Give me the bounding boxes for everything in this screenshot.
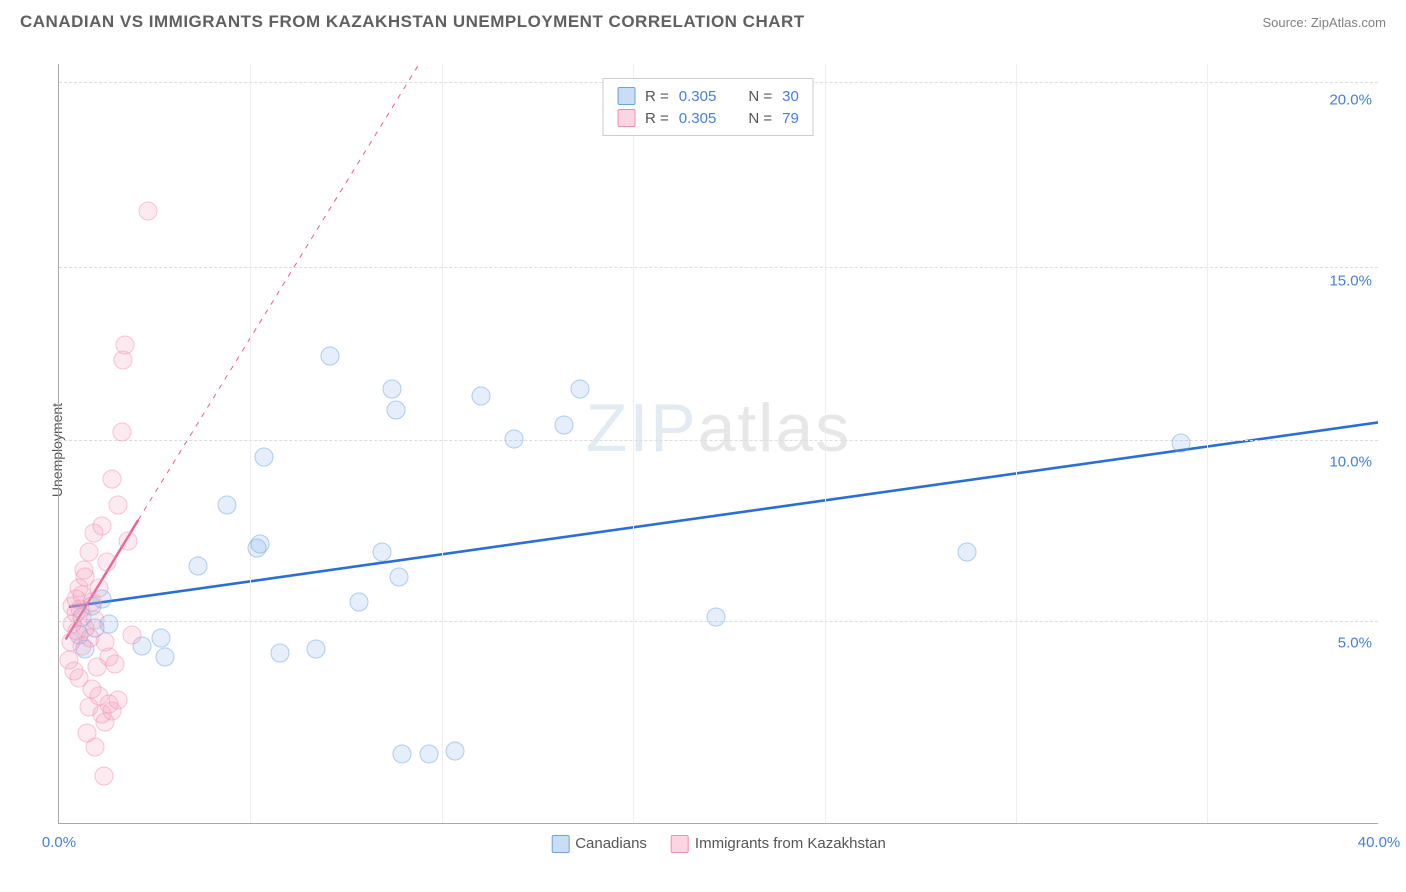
y-tick-label: 20.0%	[1329, 92, 1372, 109]
data-point	[97, 553, 116, 572]
legend-stats: R = 0.305 N = 30 R = 0.305 N = 79	[602, 78, 814, 136]
data-point	[109, 495, 128, 514]
legend-item: Canadians	[551, 835, 647, 853]
plot-region: ZIPatlas R = 0.305 N = 30 R = 0.305 N = …	[58, 64, 1378, 824]
x-tick-label: 0.0%	[42, 834, 76, 851]
data-point	[94, 766, 113, 785]
chart-source: Source: ZipAtlas.com	[1262, 15, 1386, 30]
data-point	[706, 607, 725, 626]
watermark: ZIPatlas	[586, 389, 851, 467]
data-point	[393, 745, 412, 764]
gridline-v	[442, 64, 443, 823]
gridline-h	[59, 267, 1378, 268]
data-point	[116, 336, 135, 355]
data-point	[320, 347, 339, 366]
data-point	[350, 593, 369, 612]
data-point	[505, 430, 524, 449]
data-point	[102, 470, 121, 489]
data-point	[446, 741, 465, 760]
data-point	[109, 690, 128, 709]
data-point	[271, 643, 290, 662]
legend-item: Immigrants from Kazakhstan	[671, 835, 886, 853]
data-point	[79, 542, 98, 561]
data-point	[386, 401, 405, 420]
y-tick-label: 10.0%	[1329, 454, 1372, 471]
y-tick-label: 15.0%	[1329, 273, 1372, 290]
chart-header: CANADIAN VS IMMIGRANTS FROM KAZAKHSTAN U…	[0, 0, 1406, 40]
chart-area: Unemployment ZIPatlas R = 0.305 N = 30 R…	[50, 50, 1386, 850]
legend-stats-row: R = 0.305 N = 79	[617, 107, 799, 129]
data-point	[419, 745, 438, 764]
data-point	[1172, 434, 1191, 453]
y-tick-label: 5.0%	[1338, 635, 1372, 652]
gridline-v	[633, 64, 634, 823]
data-point	[92, 517, 111, 536]
data-point	[383, 379, 402, 398]
x-tick-label: 40.0%	[1358, 834, 1401, 851]
data-point	[122, 625, 141, 644]
data-point	[119, 531, 138, 550]
data-point	[152, 629, 171, 648]
data-point	[251, 535, 270, 554]
data-point	[139, 202, 158, 221]
chart-title: CANADIAN VS IMMIGRANTS FROM KAZAKHSTAN U…	[20, 12, 805, 32]
data-point	[957, 542, 976, 561]
legend-series: Canadians Immigrants from Kazakhstan	[551, 835, 886, 853]
data-point	[112, 423, 131, 442]
data-point	[389, 567, 408, 586]
data-point	[106, 654, 125, 673]
data-point	[307, 640, 326, 659]
legend-swatch-pink	[671, 835, 689, 853]
data-point	[218, 495, 237, 514]
gridline-v	[250, 64, 251, 823]
legend-stats-row: R = 0.305 N = 30	[617, 85, 799, 107]
data-point	[188, 557, 207, 576]
gridline-v	[1207, 64, 1208, 823]
data-point	[89, 578, 108, 597]
data-point	[373, 542, 392, 561]
data-point	[554, 415, 573, 434]
gridline-v	[1016, 64, 1017, 823]
legend-swatch-blue	[617, 87, 635, 105]
data-point	[86, 738, 105, 757]
data-point	[155, 647, 174, 666]
data-point	[254, 448, 273, 467]
legend-swatch-pink	[617, 109, 635, 127]
data-point	[571, 379, 590, 398]
legend-swatch-blue	[551, 835, 569, 853]
data-point	[86, 611, 105, 630]
data-point	[472, 386, 491, 405]
gridline-v	[825, 64, 826, 823]
